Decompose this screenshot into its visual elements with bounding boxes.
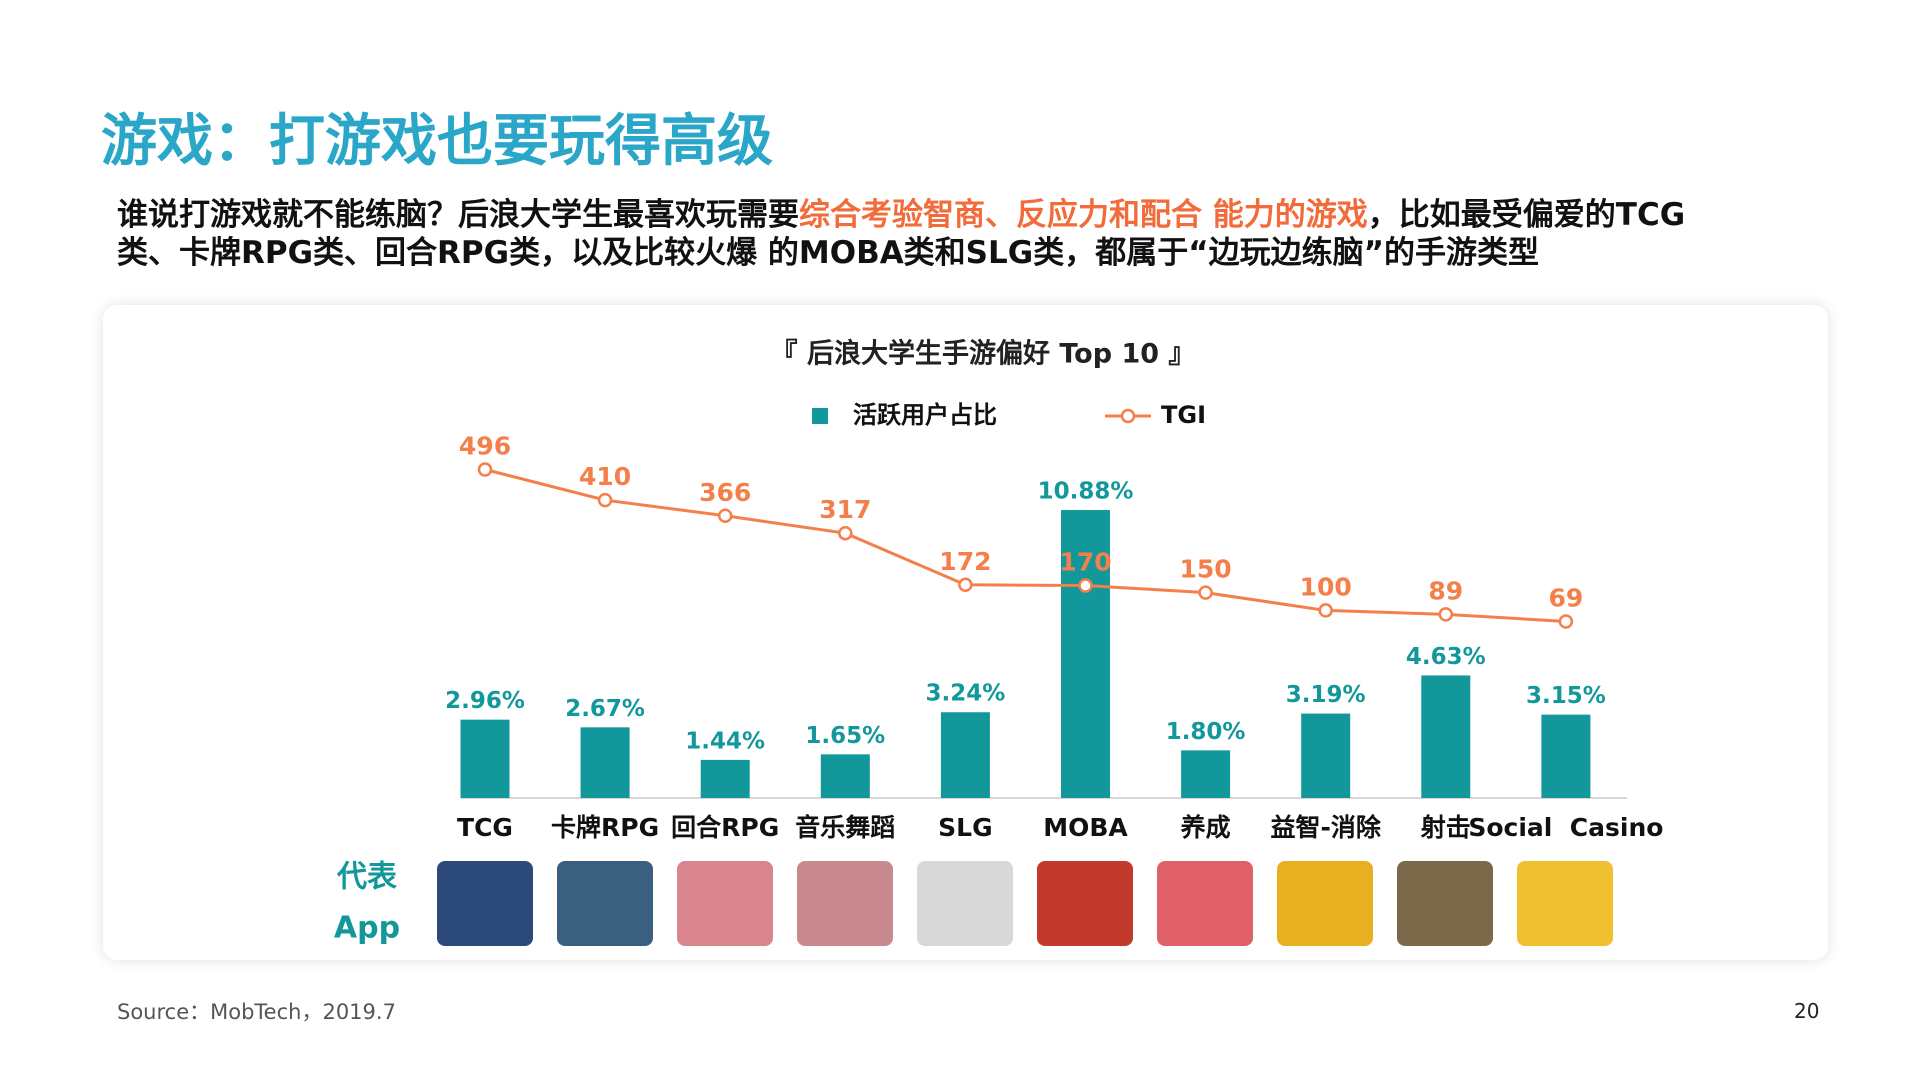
x-tick-label: Social Casino (1468, 813, 1663, 842)
legend-label: TGI (1161, 401, 1206, 429)
bar-value-label: 3.19% (1286, 682, 1366, 708)
line-point (958, 577, 973, 593)
line-point (477, 462, 493, 477)
app-label: App (334, 911, 400, 946)
x-tick-label: SLG (938, 813, 992, 842)
chart-title: 『 后浪大学生手游偏好 Top 10 』 (771, 338, 1196, 370)
x-tick-label: MOBA (1043, 813, 1128, 842)
line-point (1198, 585, 1213, 600)
bar (580, 727, 630, 798)
bar (700, 759, 750, 798)
line-point (1558, 614, 1574, 629)
app-icons (437, 861, 1613, 946)
subtitle-text: 类、卡牌RPG类、回合RPG类，以及比较火爆 的MOBA类和SLG类，都属于“边… (117, 235, 1539, 271)
subtitle: 谁说打游戏就不能练脑？后浪大学生最喜欢玩需要综合考验智商、反应力和配合 能力的游… (117, 196, 1837, 272)
bar-value-label: 3.15% (1526, 683, 1606, 709)
line-value-label: 172 (939, 547, 991, 576)
line-value-label: 89 (1428, 576, 1463, 605)
source: Source：MobTech，2019.7 (117, 1000, 396, 1024)
app-icon (437, 861, 533, 946)
app-icon (1157, 861, 1253, 946)
line-point (717, 508, 733, 524)
bar (1061, 510, 1110, 798)
app-label: 代表 (336, 860, 397, 895)
page-number: 20 (1794, 999, 1820, 1023)
app-icon (1277, 861, 1373, 946)
legend-label: 活跃用户占比 (853, 401, 997, 429)
app-icon (557, 861, 653, 946)
bar (940, 712, 990, 798)
bar (820, 754, 870, 798)
bar-value-label: 2.96% (445, 688, 525, 714)
line-point (1438, 607, 1454, 622)
app-icon (1037, 861, 1133, 946)
line-value-label: 317 (819, 495, 871, 524)
x-tick-label: 射击 (1420, 813, 1471, 842)
bar (1541, 714, 1591, 798)
x-tick-label: TCG (457, 813, 513, 842)
app-icon (1517, 861, 1613, 946)
line-value-label: 366 (699, 478, 751, 507)
line-value-label: 100 (1300, 572, 1352, 601)
legend-marker (812, 408, 828, 424)
bar-value-label: 1.44% (685, 728, 765, 754)
chart-card (103, 305, 1828, 960)
bar (1421, 675, 1471, 798)
bar-value-label: 1.80% (1166, 719, 1246, 745)
bar-value-label: 4.63% (1406, 644, 1486, 670)
app-icon (797, 861, 893, 946)
line-point (597, 492, 613, 508)
line-point (1318, 603, 1333, 618)
bar-value-label: 2.67% (565, 696, 645, 722)
x-tick-label: 音乐舞蹈 (795, 813, 895, 842)
x-tick-label: 回合RPG (671, 813, 779, 842)
bar-value-label: 3.24% (926, 681, 1006, 707)
x-tick-label: 益智-消除 (1271, 813, 1382, 842)
line-point (838, 525, 853, 541)
bar-value-label: 1.65% (805, 723, 885, 749)
x-tick-label: 养成 (1180, 813, 1231, 842)
subtitle-text: 谁说打游戏就不能练脑？后浪大学生最喜欢玩需要 (117, 197, 799, 233)
subtitle-text: ，比如最受偏爱的TCG (1367, 197, 1686, 233)
line-value-label: 150 (1180, 555, 1232, 584)
app-icon (917, 861, 1013, 946)
app-icon (1397, 861, 1493, 946)
line-point (1078, 578, 1093, 593)
line-value-label: 69 (1549, 583, 1584, 612)
bar-value-label: 10.88% (1038, 479, 1134, 505)
app-icon (677, 861, 773, 946)
line-value-label: 496 (459, 431, 511, 460)
subtitle-highlight: 综合考验智商、反应力和配合 能力的游戏 (799, 197, 1368, 233)
line-value-label: 170 (1059, 548, 1111, 577)
line-value-label: 410 (579, 462, 631, 491)
line (484, 468, 1566, 623)
bar (1301, 713, 1351, 798)
bar (1181, 750, 1231, 798)
bar (460, 719, 510, 798)
x-tick-label: 卡牌RPG (551, 813, 659, 842)
legend-marker (1120, 408, 1136, 424)
slide-title: 游戏：打游戏也要玩得高级 (101, 109, 773, 174)
